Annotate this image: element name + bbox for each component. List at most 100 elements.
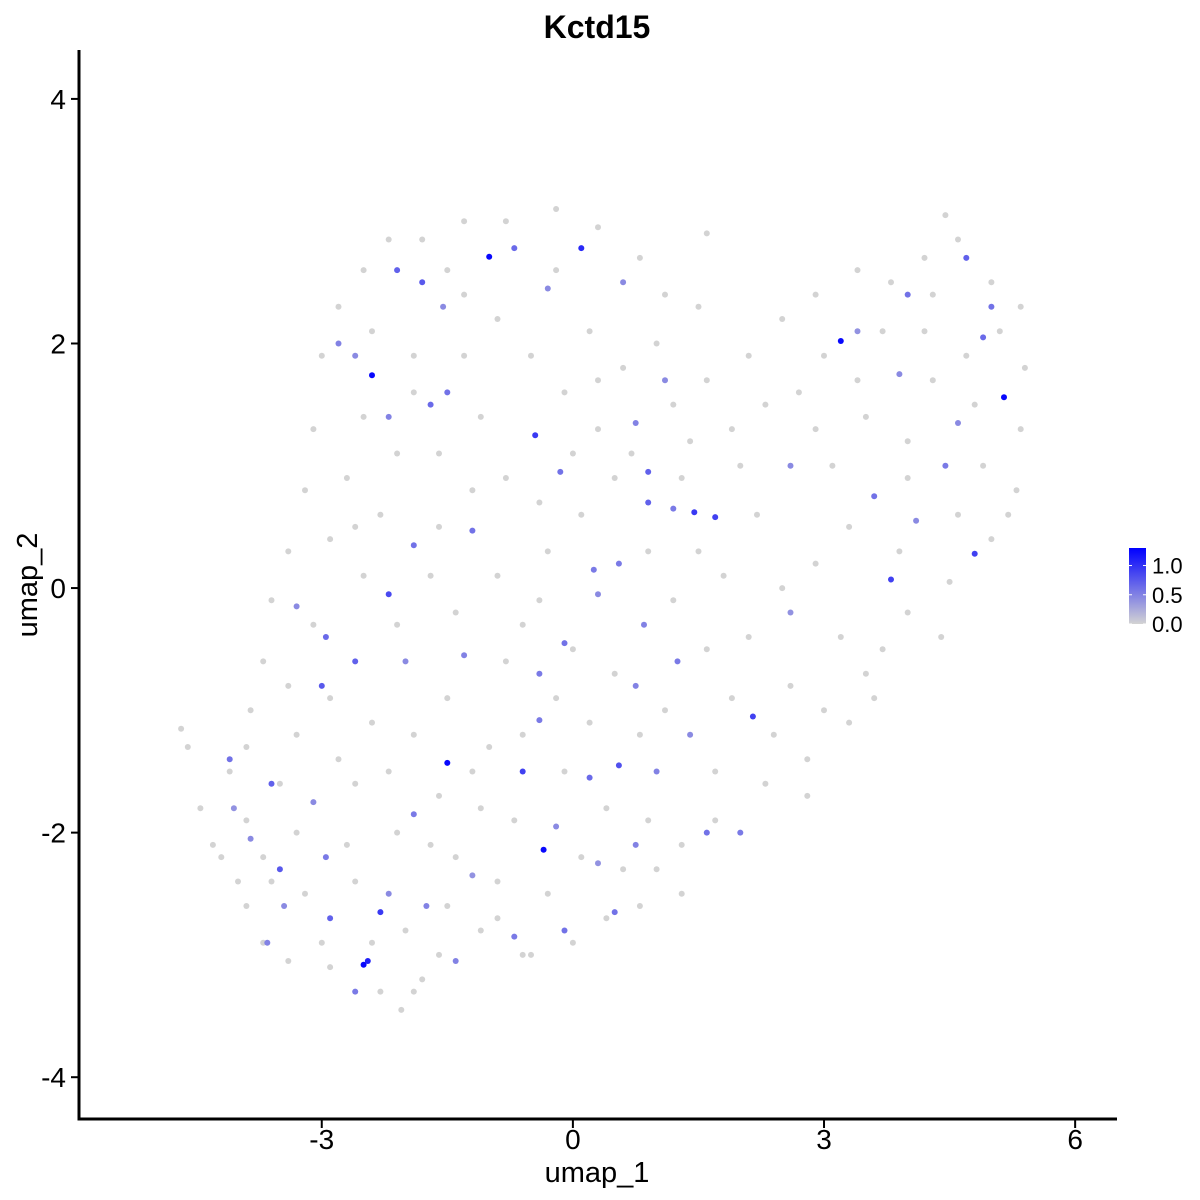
cell-point: [603, 915, 610, 922]
cell-point: [293, 829, 300, 836]
expressing-cell-point: [687, 731, 694, 738]
expressing-cell-point: [632, 841, 639, 848]
cell-point: [410, 988, 417, 995]
expressing-cell-point: [615, 762, 622, 769]
cell-point: [553, 695, 560, 702]
cell-point: [352, 780, 359, 787]
cell-point: [804, 756, 811, 763]
cell-point: [235, 878, 241, 885]
cell-point: [728, 426, 735, 433]
cell-point: [394, 829, 401, 836]
cell-point: [419, 236, 426, 243]
expressing-cell-point: [854, 328, 861, 335]
cell-point: [712, 817, 719, 824]
cell-point: [436, 450, 442, 457]
cell-point: [343, 841, 350, 848]
cell-point: [528, 352, 534, 359]
cell-point: [394, 450, 401, 457]
colorbar: [1129, 548, 1146, 624]
expressing-cell-point: [586, 774, 593, 781]
cell-point: [980, 462, 987, 469]
cell-point: [335, 756, 342, 763]
expressing-cell-point: [620, 279, 627, 286]
cell-point: [536, 597, 543, 604]
cell-point: [452, 609, 459, 616]
cell-point: [670, 401, 677, 408]
expressing-cell-point: [670, 505, 677, 512]
expressing-cell-point: [452, 958, 459, 964]
cell-point: [862, 413, 869, 420]
cell-point: [946, 578, 953, 585]
cell-point: [603, 805, 610, 812]
cell-point: [318, 939, 325, 946]
expressing-cell-point: [322, 634, 329, 640]
cell-point: [888, 279, 894, 286]
cell-point: [209, 841, 216, 848]
expressing-cell-point: [423, 903, 430, 909]
cell-point: [904, 475, 911, 481]
cell-point: [544, 548, 551, 555]
cell-point: [971, 401, 978, 408]
cell-point: [243, 903, 250, 909]
cell-point: [653, 340, 660, 347]
cell-point: [779, 585, 786, 592]
expressing-cell-point: [419, 279, 426, 286]
expressing-cell-point: [615, 560, 622, 567]
expressing-cell-point: [888, 576, 894, 583]
expressing-cell-point: [980, 334, 987, 341]
cell-point: [352, 523, 359, 530]
cell-point: [1013, 487, 1020, 494]
expressing-cell-point: [703, 829, 710, 836]
expressing-cell-point: [410, 542, 417, 549]
expressing-cell-point: [427, 401, 434, 408]
cell-point: [218, 854, 225, 861]
cell-point: [854, 377, 861, 384]
cell-point: [494, 572, 501, 579]
cell-point: [662, 291, 668, 298]
cell-point: [461, 218, 468, 225]
expressing-cell-point: [595, 591, 601, 598]
points-layer: [178, 206, 1028, 1013]
cell-point: [879, 646, 886, 653]
cell-point: [528, 951, 534, 958]
cell-point: [871, 695, 878, 702]
x-tick-label: 3: [816, 1124, 832, 1155]
cell-point: [318, 352, 325, 359]
cell-point: [938, 634, 945, 640]
expressing-cell-point: [712, 514, 719, 521]
cell-point: [410, 352, 417, 359]
cell-point: [461, 291, 468, 298]
cell-point: [553, 267, 560, 274]
colorbar-tick-label: 1.0: [1152, 554, 1183, 579]
cell-point: [628, 450, 635, 457]
cell-point: [352, 878, 359, 885]
cell-point: [703, 646, 710, 653]
cell-point: [762, 780, 769, 787]
expressing-cell-point: [913, 517, 920, 524]
cell-point: [695, 548, 702, 555]
cell-point: [728, 695, 735, 702]
cell-point: [519, 731, 526, 738]
cell-point: [360, 572, 367, 579]
cell-point: [310, 426, 317, 433]
cell-point: [260, 854, 267, 861]
cell-point: [569, 939, 576, 946]
expressing-cell-point: [595, 860, 601, 867]
cell-point: [335, 303, 342, 310]
cell-point: [385, 768, 392, 775]
cell-point: [687, 438, 694, 445]
cell-point: [477, 805, 484, 812]
cell-point: [737, 462, 744, 469]
cell-point: [611, 670, 618, 677]
expressing-cell-point: [469, 872, 476, 879]
expressing-cell-point: [327, 915, 334, 922]
cell-point: [611, 475, 618, 481]
cell-point: [595, 224, 601, 231]
cell-point: [988, 536, 995, 543]
cell-point: [787, 682, 794, 689]
cell-point: [1017, 303, 1024, 310]
colorbar-legend: 0.0 0.5 1.0: [1129, 548, 1183, 637]
expressing-cell-point: [352, 988, 359, 995]
expressing-cell-point: [896, 371, 903, 378]
